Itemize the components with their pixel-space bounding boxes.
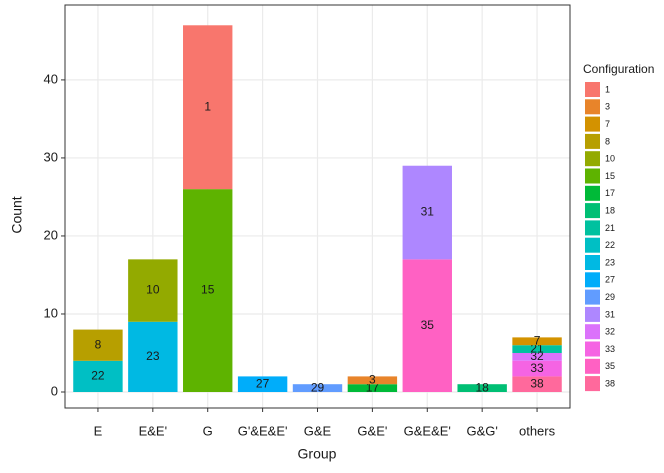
bar-segment [347, 384, 398, 393]
bar-label: 10 [146, 283, 160, 297]
x-axis-title: Group [298, 446, 337, 462]
legend-label: 10 [605, 154, 615, 164]
bar-label: 3 [369, 372, 376, 386]
bar-segment [402, 165, 452, 260]
x-tick-label: G'&E&E' [238, 423, 288, 438]
bar-segment [512, 376, 562, 393]
bar-label: 15 [201, 283, 215, 297]
legend-key [585, 255, 600, 270]
legend-label: 31 [605, 309, 615, 319]
x-tick-label: G&G' [466, 423, 497, 438]
y-tick-label: 10 [44, 305, 58, 320]
bar-segment [512, 337, 562, 346]
legend-label: 3 [605, 102, 610, 112]
legend-label: 32 [605, 327, 615, 337]
bar-label: 18 [475, 380, 489, 394]
x-tick-label: G [203, 423, 213, 438]
bar-label: 23 [146, 349, 160, 363]
bar-label: 29 [311, 380, 325, 394]
bar-label: 22 [91, 369, 105, 383]
legend-key [585, 82, 600, 97]
legend-key [585, 116, 600, 132]
legend-label: 18 [605, 205, 615, 215]
legend-key [585, 151, 600, 167]
y-tick-label: 40 [44, 71, 58, 86]
legend-key [585, 289, 600, 305]
legend-label: 1 [605, 84, 610, 94]
legend-label: 17 [605, 188, 615, 198]
bar-segment [183, 25, 233, 190]
legend-label: 15 [605, 171, 615, 181]
legend-key [585, 272, 600, 288]
bar-label: 7 [534, 333, 541, 347]
legend-key [585, 99, 600, 115]
legend-key [585, 358, 600, 374]
y-tick-label: 20 [44, 227, 58, 242]
bar-segment [183, 189, 233, 393]
bar-segment [512, 345, 562, 353]
bar-segment [512, 360, 562, 377]
bar-segment [292, 384, 343, 393]
legend-title: Configuration [583, 62, 654, 76]
legend-label: 23 [605, 257, 615, 267]
legend-label: 7 [605, 119, 610, 129]
bar-label: 33 [530, 361, 544, 375]
legend-key [585, 220, 600, 236]
legend-key [585, 341, 600, 357]
bar-label: 31 [421, 205, 435, 219]
bar-segment [457, 384, 507, 393]
x-tick-label: G&E' [357, 423, 387, 438]
legend-key [585, 376, 600, 392]
legend-key [585, 185, 600, 201]
legend-key [585, 203, 600, 219]
y-axis-title: Count [9, 196, 25, 233]
x-tick-label: G&E [304, 423, 332, 438]
legend-key [585, 306, 600, 322]
bar-label: 8 [95, 337, 102, 351]
bar-segment [128, 259, 178, 322]
bar-label: 35 [421, 318, 435, 332]
legend-key [585, 168, 600, 184]
bar-segment [128, 321, 178, 393]
legend-key [585, 237, 600, 253]
bar-segment [237, 376, 288, 393]
legend-label: 8 [605, 136, 610, 146]
bar-segment [402, 259, 452, 393]
bar-label: 38 [530, 376, 544, 390]
bar-segment [347, 376, 398, 385]
legend-label: 27 [605, 275, 615, 285]
x-tick-label: others [519, 423, 556, 438]
legend-label: 33 [605, 344, 615, 354]
bar-label: 1 [204, 99, 211, 113]
x-tick-label: E&E' [139, 423, 168, 438]
legend-label: 22 [605, 240, 615, 250]
y-tick-label: 30 [44, 149, 58, 164]
bar-segment [73, 329, 123, 361]
legend-label: 35 [605, 361, 615, 371]
legend-label: 38 [605, 378, 615, 388]
x-tick-label: G&E&E' [404, 423, 451, 438]
legend-label: 29 [605, 292, 615, 302]
bar-label: 27 [256, 376, 270, 390]
legend-key [585, 133, 600, 149]
bar-segment [73, 360, 123, 393]
bar-segment [512, 352, 562, 361]
legend-label: 21 [605, 223, 615, 233]
y-tick-label: 0 [51, 383, 58, 398]
legend-key [585, 324, 600, 340]
x-tick-label: E [94, 423, 103, 438]
